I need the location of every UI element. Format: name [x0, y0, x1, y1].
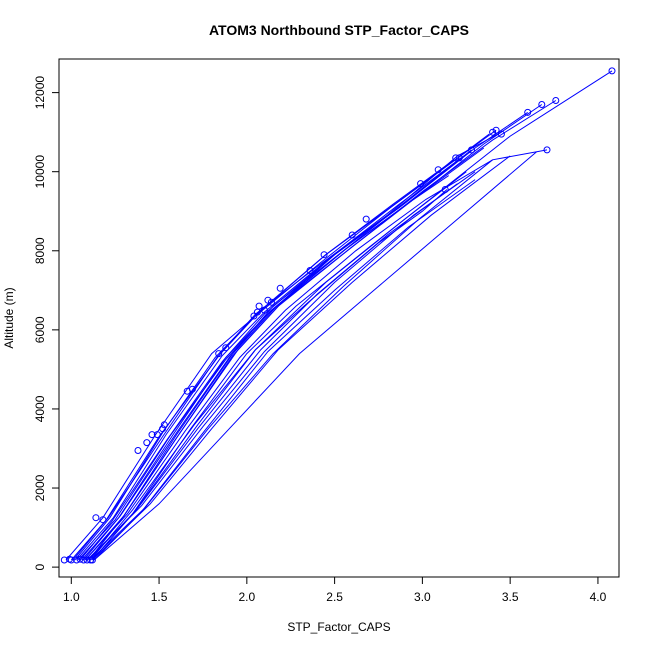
data-point	[524, 108, 532, 116]
plot-frame	[58, 58, 620, 578]
x-axis-label: STP_Factor_CAPS	[287, 620, 390, 634]
x-tick-label: 3.0	[414, 590, 431, 604]
data-point	[320, 251, 328, 259]
data-point	[492, 126, 500, 134]
series-layer	[65, 70, 613, 561]
data-point	[455, 154, 463, 162]
y-tick-label: 12000	[33, 76, 47, 110]
series-line-7	[92, 70, 613, 561]
data-point	[441, 186, 449, 193]
data-point	[92, 514, 100, 522]
series-line-15	[86, 171, 476, 561]
y-tick-label: 2000	[33, 474, 47, 501]
data-point	[148, 431, 156, 439]
x-tick-label: 3.5	[502, 590, 519, 604]
series-line-1	[70, 131, 502, 561]
series-line-5	[83, 104, 543, 561]
series-line-4	[79, 111, 528, 561]
x-tick-label: 4.0	[590, 590, 607, 604]
data-point	[188, 385, 196, 393]
data-point	[73, 556, 81, 564]
data-point	[348, 231, 356, 239]
data-point	[260, 306, 268, 314]
data-point	[489, 128, 497, 136]
y-tick-label: 10000	[33, 155, 47, 189]
series-line-16	[90, 171, 467, 561]
series-line-19	[84, 147, 485, 561]
series-line-11	[81, 149, 472, 561]
x-tick-label: 2.5	[326, 590, 343, 604]
series-line-17	[88, 175, 449, 561]
data-point	[538, 101, 546, 108]
series-line-12	[92, 155, 511, 561]
data-point	[497, 130, 505, 138]
data-point	[76, 555, 84, 563]
data-point	[83, 556, 91, 564]
data-point	[543, 146, 551, 154]
y-tick-label: 6000	[33, 316, 47, 343]
x-tick-label: 1.5	[151, 590, 168, 604]
series-line-10	[77, 157, 462, 561]
series-line-22	[93, 179, 476, 561]
data-point	[362, 215, 370, 223]
y-tick-label: 8000	[33, 237, 47, 264]
data-point	[434, 166, 442, 174]
y-axis-label: Altitude (m)	[2, 287, 16, 348]
data-point	[160, 421, 168, 429]
data-point	[608, 67, 616, 75]
data-point	[276, 284, 284, 292]
points-layer	[60, 67, 616, 564]
x-axis: 1.0 1.5 2.0 2.5 3.0 3.5 4.0	[63, 577, 607, 604]
data-point	[255, 302, 263, 310]
data-point	[159, 425, 167, 433]
data-point	[99, 516, 107, 524]
series-line-9	[88, 189, 448, 561]
data-point	[264, 296, 272, 304]
series-line-18	[76, 157, 462, 561]
y-tick-label: 0	[33, 563, 47, 570]
data-point	[67, 556, 75, 564]
data-point	[215, 350, 223, 358]
series-line-20	[92, 183, 458, 561]
data-point	[267, 298, 275, 306]
data-point	[80, 556, 88, 564]
series-line-8	[84, 149, 548, 561]
data-point	[88, 556, 96, 564]
x-tick-label: 1.0	[63, 590, 80, 604]
data-point	[468, 146, 475, 154]
x-tick-label: 2.0	[238, 590, 255, 604]
data-point	[552, 97, 560, 104]
series-line-21	[72, 159, 455, 561]
data-point	[417, 180, 425, 188]
data-point	[222, 344, 230, 352]
data-point	[306, 267, 314, 274]
y-axis: 0 2000 4000 6000 8000 10000 12000	[33, 76, 59, 570]
data-point	[153, 431, 161, 439]
series-line-13	[93, 151, 537, 561]
data-point	[250, 312, 258, 320]
chart-title: ATOM3 Northbound STP_Factor_CAPS	[209, 22, 469, 38]
data-point	[60, 556, 68, 564]
data-point	[452, 154, 460, 162]
data-point	[134, 447, 142, 454]
data-point	[143, 439, 151, 447]
y-tick-label: 4000	[33, 395, 47, 422]
